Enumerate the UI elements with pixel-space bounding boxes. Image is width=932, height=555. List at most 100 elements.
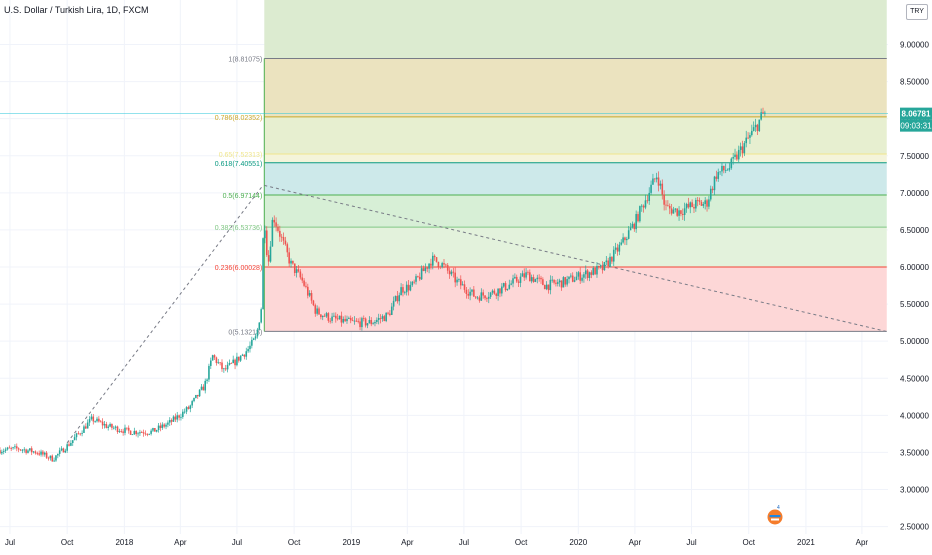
candle-body [506,288,509,291]
candle-body [353,320,356,322]
candle-body [726,169,729,171]
y-tick-label: 9.00000 [900,41,929,50]
candle-body [568,276,570,280]
candle-body [521,273,524,277]
candle-body [200,386,203,390]
candle-body [344,318,346,322]
candle-body [320,314,322,318]
candle-body [571,275,574,282]
candle-body [168,420,171,423]
candle-body [23,449,26,451]
x-tick-label: 2019 [342,538,360,547]
candle-body [685,203,688,209]
candle-body [558,280,561,283]
candle-body [286,244,289,253]
candle-body [325,313,328,317]
candle-body [34,451,37,454]
fib-level-label: 0(5.13213) [228,329,262,336]
candle-body [62,448,65,453]
last-price-marker: 8.06781 09:03:31 [0,107,932,132]
candle-body [308,293,311,296]
candle-body [323,315,326,317]
candle-body [277,226,279,231]
candle-body [683,208,686,215]
candle-body [749,135,751,138]
trend-line[interactable] [264,184,887,333]
candle-body [1,451,3,454]
y-tick-label: 7.00000 [900,189,929,198]
candle-body [340,315,343,323]
candle-body [551,279,554,281]
candle-body [540,277,542,280]
fib-band-top [264,0,887,59]
candle-body [668,205,671,209]
candle-body [342,318,345,323]
candle-body [243,354,246,357]
candle-body [334,315,337,319]
candle-body [463,284,466,290]
candle-body [459,279,462,286]
candle-body [362,318,365,319]
time-axis[interactable]: Jul Oct 2018 Apr Jul Oct 2019 Apr Jul Oct 2020 Apr J… [5,538,869,547]
candle-body [327,313,330,321]
candle-body [603,262,606,271]
candle-body [25,449,27,453]
fib-retracement[interactable]: 1(8.81075) 0.786(8.02352) 0.65(7.52313) 0.6… [215,0,887,336]
candle-body [547,284,550,291]
trend-lines[interactable] [66,184,887,444]
candle-body [417,276,419,278]
candle-body [118,431,121,433]
candle-body [754,124,757,128]
candle-body [83,426,85,433]
candle-body [198,389,201,397]
candle-body [361,318,363,328]
candle-body [10,448,12,449]
candle-body [127,427,130,431]
y-tick-label: 8.50000 [900,78,929,87]
candle-body [510,283,512,285]
fib-band [264,154,887,163]
candle-body [139,432,141,434]
candle-body [135,430,137,435]
candle-body [338,315,341,320]
candle-body [724,169,727,171]
candle-body [19,449,22,451]
candle-body [480,292,483,301]
candle-body [575,276,578,281]
candle-body [305,285,307,287]
candle-body [99,421,102,423]
candle-body [579,272,581,281]
candle-body [241,354,244,356]
candle-body [508,284,511,289]
candle-body [32,451,35,453]
candle-body [672,209,675,214]
candle-body [178,415,180,418]
candle-body [57,453,59,456]
candle-body [717,172,720,179]
candle-body [182,411,184,417]
candle-body [279,230,281,237]
candle-body [450,271,453,275]
candle-body [437,261,440,267]
candle-body [661,183,664,195]
candle-body [487,296,490,299]
candle-body [405,284,408,293]
candle-body [635,214,637,230]
currency-button[interactable]: TRY [906,4,928,20]
candle-body [601,265,604,271]
candle-body [126,427,128,429]
candle-body [14,446,16,448]
candle-body [60,448,63,451]
candle-body [737,149,740,160]
candle-body [624,237,626,241]
candle-body [473,289,475,297]
candle-body [698,200,701,202]
candle-body [396,295,399,302]
candle-body [598,265,600,267]
candle-body [543,285,546,290]
candle-body [299,271,302,278]
candle-body [336,318,339,320]
candle-body [465,289,468,294]
